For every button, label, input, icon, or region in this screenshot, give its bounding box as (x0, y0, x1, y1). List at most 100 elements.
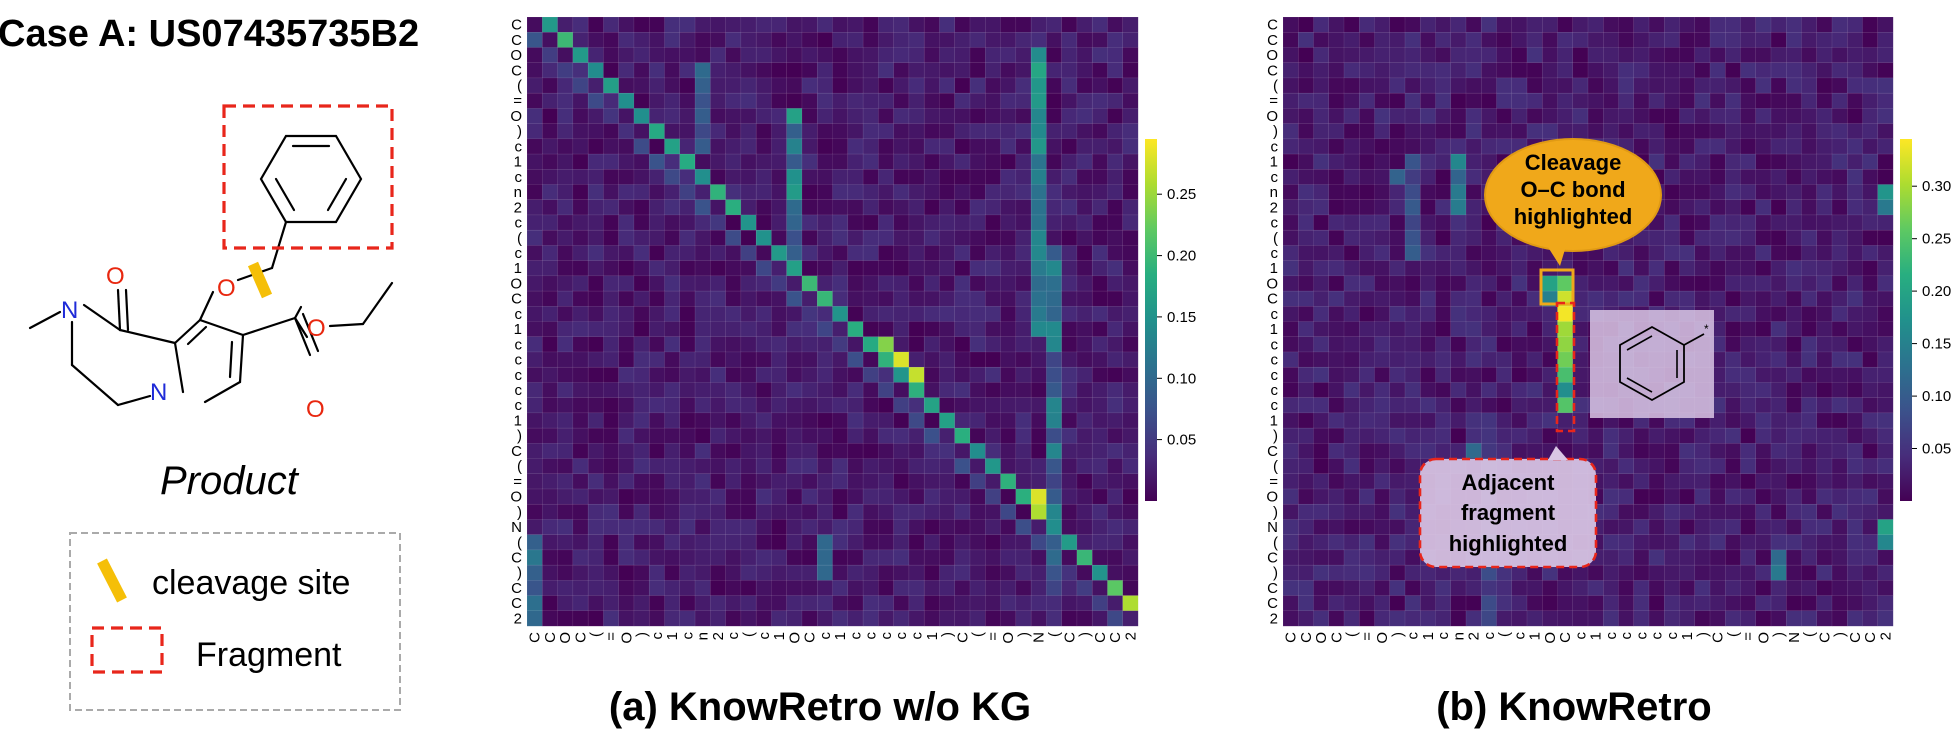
heatmap-cell (1282, 123, 1299, 140)
heatmap-cell (1648, 260, 1665, 277)
heatmap-cell (1481, 62, 1497, 79)
heatmap-cell (1709, 47, 1726, 64)
heatmap-cell (1542, 77, 1558, 94)
heatmap-cell (526, 549, 543, 566)
heatmap-cell (1648, 595, 1665, 612)
heatmap-cell (1015, 214, 1032, 231)
heatmap-cell (1816, 564, 1833, 581)
heatmap-cell (1481, 260, 1497, 277)
heatmap-cell (587, 427, 604, 444)
heatmap-cell (939, 519, 956, 536)
heatmap-cell (1481, 138, 1497, 155)
x-tick-label: ( (741, 632, 758, 637)
heatmap-cell (908, 184, 925, 201)
heatmap-cell (1328, 488, 1345, 505)
heatmap-cell (771, 595, 788, 612)
heatmap-cell (1107, 412, 1124, 429)
heatmap-cell (832, 290, 849, 307)
y-tick-label: n (1270, 184, 1278, 201)
heatmap-cell (526, 595, 543, 612)
heatmap-cell (1542, 260, 1558, 277)
heatmap-cell (664, 382, 681, 399)
heatmap-cell (1618, 564, 1635, 581)
heatmap-cell (1076, 123, 1093, 140)
heatmap-cell (755, 169, 772, 185)
heatmap-cell (572, 47, 589, 64)
heatmap-cell (725, 366, 742, 383)
heatmap-cell (832, 321, 849, 338)
heatmap-cell (572, 580, 589, 596)
heatmap-cell (557, 336, 574, 353)
heatmap-cell (1496, 77, 1513, 94)
heatmap-cell (542, 458, 558, 475)
heatmap-cell (1404, 199, 1421, 216)
heatmap-cell (1435, 290, 1452, 307)
heatmap-cell (1313, 382, 1330, 399)
heatmap-cell (1831, 427, 1848, 444)
heatmap-cell (1420, 229, 1436, 246)
heatmap-cell (740, 290, 757, 307)
heatmap-cell (786, 108, 803, 125)
heatmap-cell (1679, 458, 1696, 475)
heatmap-cell (1694, 169, 1711, 185)
colorbar-tick-label: 0.05 (1167, 432, 1196, 449)
heatmap-cell (648, 336, 665, 353)
heatmap-cell (1603, 443, 1619, 459)
heatmap-cell (755, 260, 772, 277)
heatmap-cell (1328, 549, 1345, 566)
heatmap-cell (893, 366, 910, 383)
y-tick-label: C (511, 17, 522, 34)
y-tick-label: c (515, 336, 523, 353)
heatmap-cell (1770, 580, 1787, 596)
heatmap-cell (1877, 412, 1894, 429)
heatmap-cell (908, 503, 925, 520)
heatmap-cell (893, 138, 910, 155)
heatmap-cell (648, 534, 665, 551)
colorbar-tick-label: 0.20 (1167, 248, 1196, 265)
heatmap-cell (1076, 16, 1093, 33)
heatmap-cell (908, 214, 925, 231)
heatmap-cell (786, 77, 803, 94)
heatmap-cell (1107, 47, 1124, 64)
heatmap-cell (1359, 260, 1375, 277)
heatmap-cell (1122, 123, 1139, 140)
x-tick-label: ) (1015, 632, 1032, 637)
heatmap-cell (786, 153, 803, 170)
heatmap-cell (710, 412, 727, 429)
heatmap-cell (1107, 108, 1124, 125)
heatmap-cell (954, 549, 971, 566)
heatmap-cell (1618, 549, 1635, 566)
heatmap-cell (1801, 169, 1818, 185)
heatmap-cell (1000, 184, 1017, 201)
heatmap-cell (694, 443, 711, 459)
heatmap-cell (862, 169, 879, 185)
heatmap-cell (893, 184, 910, 201)
y-tick-label: c (1271, 169, 1279, 186)
heatmap-cell (710, 427, 727, 444)
heatmap-cell (1572, 31, 1589, 48)
heatmap-cell (633, 397, 650, 414)
heatmap-cell (587, 169, 604, 185)
heatmap-cell (1831, 321, 1848, 338)
heatmap-cell (1877, 16, 1894, 33)
heatmap-cell (1831, 77, 1848, 94)
heatmap-cell (1740, 184, 1757, 201)
heatmap-cell (648, 412, 665, 429)
heatmap-cell (985, 123, 1001, 140)
heatmap-cell (587, 473, 604, 490)
heatmap-cell (1801, 199, 1818, 216)
heatmap-cell (1770, 503, 1787, 520)
heatmap-cell (908, 382, 925, 399)
heatmap-cell (1725, 214, 1741, 231)
heatmap-cell (557, 321, 574, 338)
heatmap-cell (939, 595, 956, 612)
heatmap-cell (862, 108, 879, 125)
heatmap-cell (1664, 62, 1680, 79)
heatmap-cell (725, 351, 742, 368)
heatmap-cell (1557, 77, 1574, 94)
heatmap-cell (1694, 199, 1711, 216)
heatmap-cell (786, 123, 803, 140)
heatmap-cell (1633, 534, 1650, 551)
heatmap-cell (633, 199, 650, 216)
heatmap-cell (1709, 564, 1726, 581)
